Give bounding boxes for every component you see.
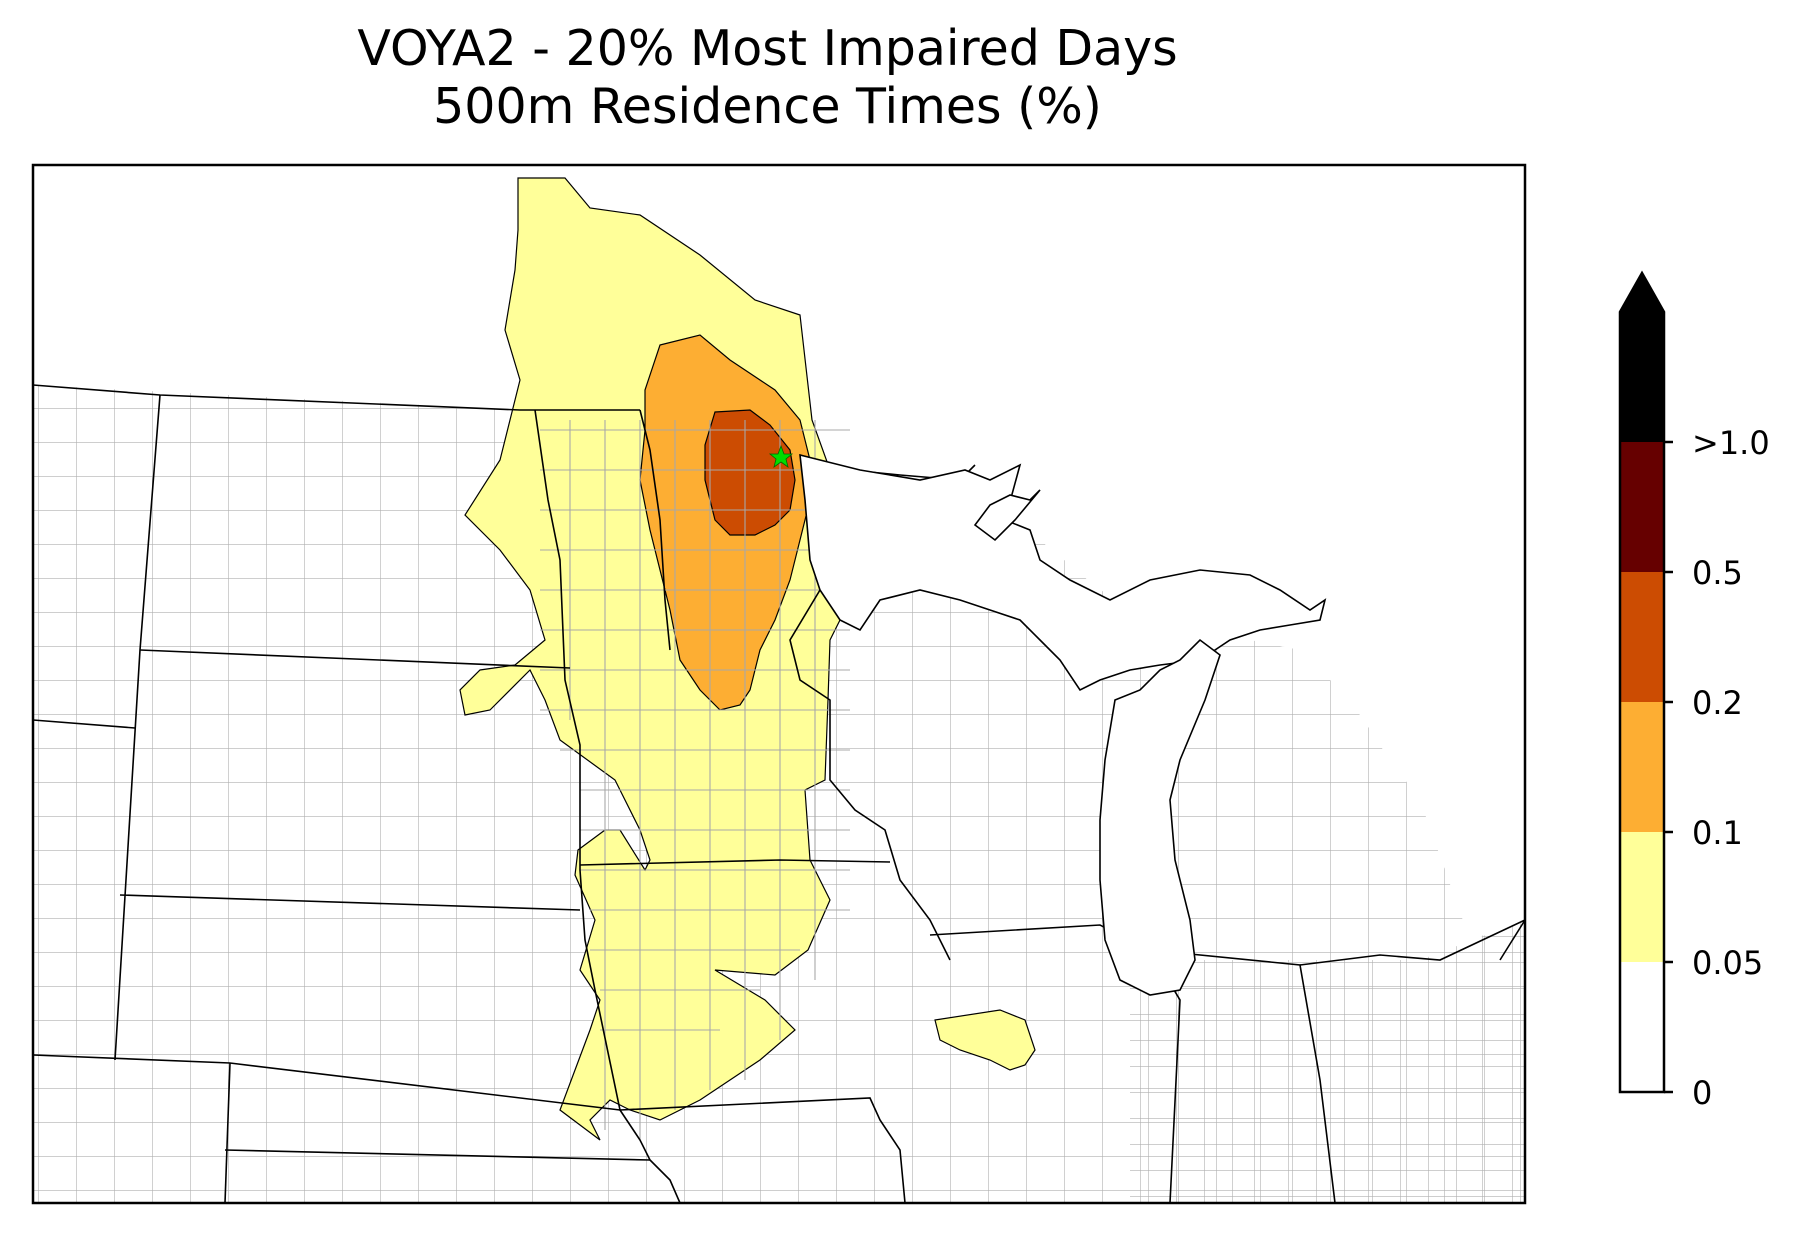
map-panel	[33, 165, 1525, 1203]
colorbar-extend-arrow	[1620, 273, 1664, 312]
contour-0.05-0.1-southeast	[934, 1009, 1036, 1071]
contour-0.2-0.5	[704, 409, 796, 536]
colorbar-bin-0	[1620, 962, 1664, 1092]
coastlines	[799, 453, 1327, 996]
colorbar-bin-3	[1620, 572, 1664, 702]
colorbar-tick-label: >1.0	[1692, 424, 1770, 462]
colorbar-bin-5	[1620, 312, 1664, 442]
colorbar: 0 0.05 0.1 0.2 0.5 >1.0	[1618, 270, 1770, 1112]
colorbar-tick-label: 0.2	[1692, 684, 1743, 722]
county-lines	[540, 420, 850, 1140]
colorbar-bin-4	[1620, 442, 1664, 572]
keweenaw-peninsula	[973, 489, 1041, 542]
colorbar-bin-2	[1620, 702, 1664, 832]
figure-title: VOYA2 - 20% Most Impaired Days 500m Resi…	[0, 20, 1535, 136]
colorbar-tick-label: 0.05	[1692, 944, 1763, 982]
title-line-2: 500m Residence Times (%)	[433, 78, 1102, 135]
eastern-county-area	[1130, 920, 1525, 1203]
colorbar-outline	[1618, 270, 1666, 1094]
colorbar-tick-label: 0	[1692, 1074, 1712, 1112]
lake-superior	[799, 453, 1327, 692]
colorbar-tick-label: 0.1	[1692, 814, 1743, 852]
site-star-icon	[768, 444, 794, 468]
colorbar-tick-label: 0.5	[1692, 554, 1743, 592]
colorbar-bin-1	[1620, 832, 1664, 962]
colorbar-ticks	[1664, 440, 1673, 1094]
map-frame	[31, 163, 1527, 1205]
title-line-1: VOYA2 - 20% Most Impaired Days	[357, 20, 1178, 77]
lake-michigan	[1099, 638, 1221, 996]
